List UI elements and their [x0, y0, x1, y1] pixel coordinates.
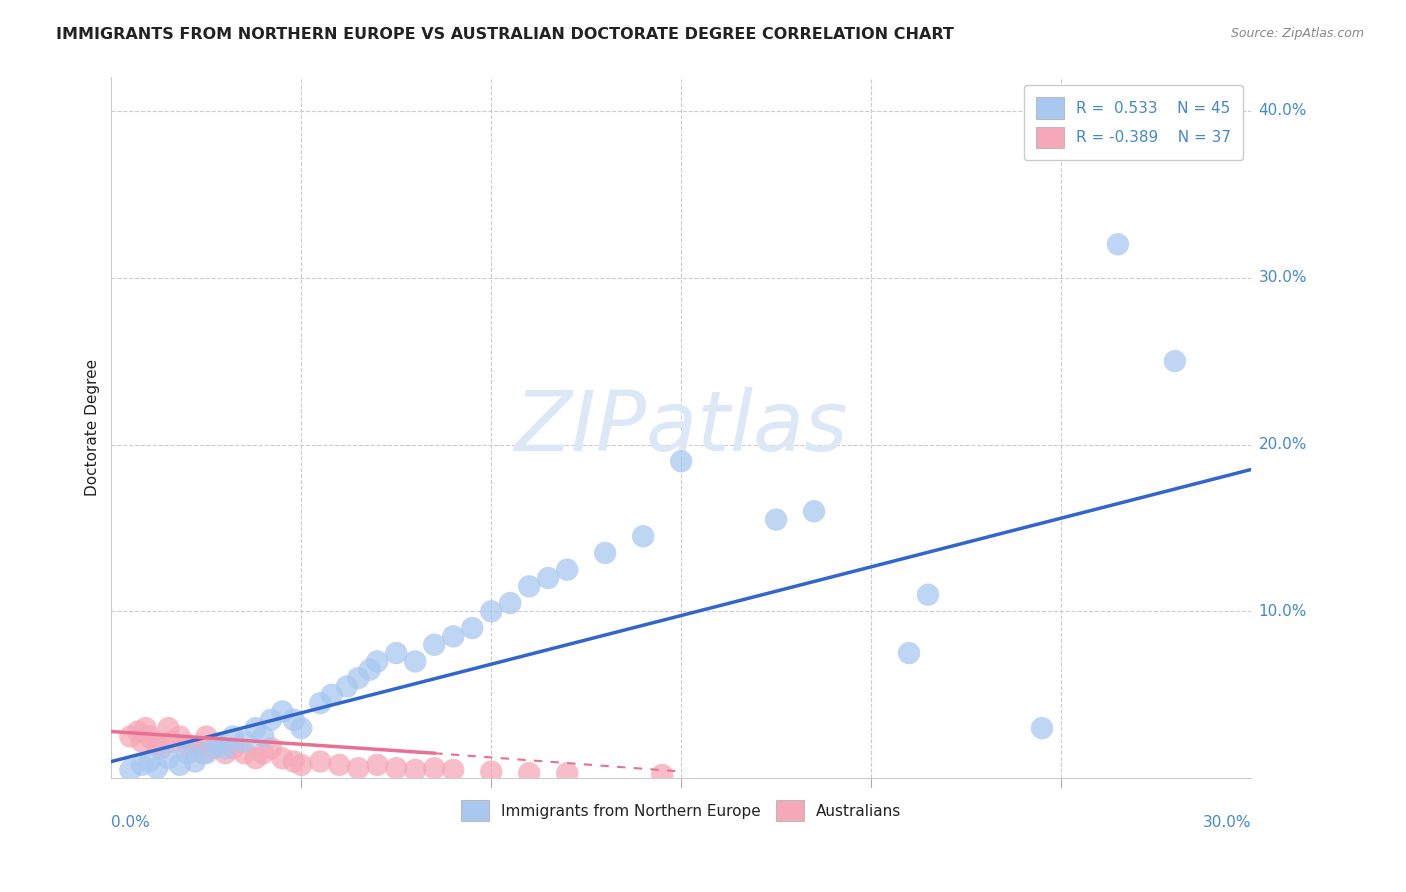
Point	[245, 751, 267, 765]
Point	[479, 604, 502, 618]
Point	[669, 454, 692, 468]
Point	[385, 646, 408, 660]
Point	[222, 741, 245, 756]
Point	[309, 696, 332, 710]
Point	[138, 755, 160, 769]
Point	[765, 513, 787, 527]
Point	[1031, 721, 1053, 735]
Point	[222, 730, 245, 744]
Point	[359, 663, 381, 677]
Text: Source: ZipAtlas.com: Source: ZipAtlas.com	[1230, 27, 1364, 40]
Point	[233, 746, 256, 760]
Point	[214, 741, 236, 756]
Point	[245, 721, 267, 735]
Point	[176, 746, 198, 760]
Text: 0.0%: 0.0%	[111, 815, 150, 830]
Point	[184, 741, 207, 756]
Point	[157, 721, 180, 735]
Point	[131, 734, 153, 748]
Point	[207, 738, 229, 752]
Point	[120, 763, 142, 777]
Text: 40.0%: 40.0%	[1258, 103, 1306, 119]
Point	[404, 763, 426, 777]
Point	[149, 741, 172, 756]
Point	[537, 571, 560, 585]
Point	[157, 751, 180, 765]
Text: IMMIGRANTS FROM NORTHERN EUROPE VS AUSTRALIAN DOCTORATE DEGREE CORRELATION CHART: IMMIGRANTS FROM NORTHERN EUROPE VS AUSTR…	[56, 27, 955, 42]
Point	[461, 621, 484, 635]
Point	[555, 766, 578, 780]
Point	[207, 738, 229, 752]
Point	[169, 730, 191, 744]
Point	[146, 738, 169, 752]
Point	[169, 757, 191, 772]
Point	[138, 730, 160, 744]
Point	[347, 761, 370, 775]
Point	[479, 764, 502, 779]
Point	[423, 638, 446, 652]
Point	[146, 761, 169, 775]
Point	[803, 504, 825, 518]
Point	[517, 766, 540, 780]
Point	[176, 738, 198, 752]
Point	[321, 688, 343, 702]
Point	[283, 755, 305, 769]
Point	[283, 713, 305, 727]
Point	[441, 629, 464, 643]
Point	[385, 761, 408, 775]
Legend: Immigrants from Northern Europe, Australians: Immigrants from Northern Europe, Austral…	[449, 788, 914, 834]
Point	[195, 746, 218, 760]
Text: 20.0%: 20.0%	[1258, 437, 1306, 452]
Point	[555, 563, 578, 577]
Point	[202, 741, 225, 756]
Text: 30.0%: 30.0%	[1202, 815, 1251, 830]
Text: 10.0%: 10.0%	[1258, 604, 1306, 619]
Point	[651, 768, 673, 782]
Point	[309, 755, 332, 769]
Point	[195, 730, 218, 744]
Point	[336, 680, 359, 694]
Point	[271, 751, 294, 765]
Point	[260, 741, 283, 756]
Point	[347, 671, 370, 685]
Point	[252, 746, 274, 760]
Point	[366, 757, 388, 772]
Point	[328, 757, 350, 772]
Point	[260, 713, 283, 727]
Point	[290, 721, 312, 735]
Point	[131, 757, 153, 772]
Point	[135, 721, 157, 735]
Point	[593, 546, 616, 560]
Point	[191, 746, 214, 760]
Point	[917, 588, 939, 602]
Point	[517, 579, 540, 593]
Text: ZIPatlas: ZIPatlas	[515, 387, 848, 468]
Point	[404, 655, 426, 669]
Point	[271, 705, 294, 719]
Point	[290, 757, 312, 772]
Point	[127, 724, 149, 739]
Point	[423, 761, 446, 775]
Point	[252, 730, 274, 744]
Y-axis label: Doctorate Degree: Doctorate Degree	[86, 359, 100, 496]
Point	[898, 646, 921, 660]
Point	[233, 734, 256, 748]
Text: 30.0%: 30.0%	[1258, 270, 1308, 285]
Point	[214, 746, 236, 760]
Point	[1164, 354, 1187, 368]
Point	[631, 529, 654, 543]
Point	[1107, 237, 1129, 252]
Point	[120, 730, 142, 744]
Point	[441, 763, 464, 777]
Point	[160, 734, 183, 748]
Point	[184, 755, 207, 769]
Point	[499, 596, 522, 610]
Point	[366, 655, 388, 669]
